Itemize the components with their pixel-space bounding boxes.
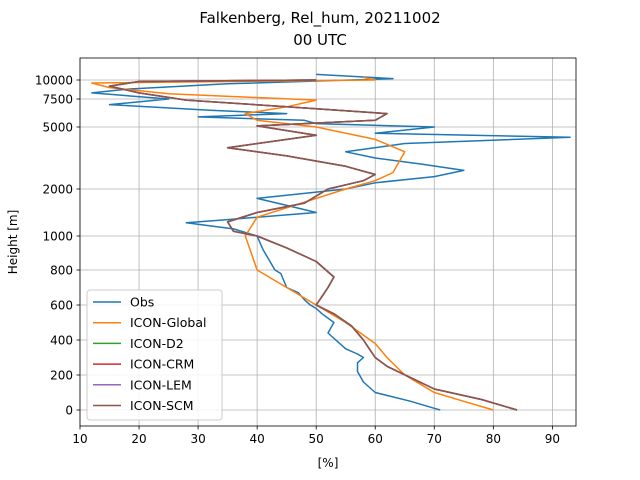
legend-label: ICON-Global — [130, 315, 206, 330]
x-tick-label: 70 — [427, 432, 442, 446]
series-lines — [91, 73, 571, 411]
y-tick-label: 10000 — [35, 73, 73, 87]
y-tick-label: 200 — [50, 368, 73, 382]
y-tick-label: 0 — [65, 403, 73, 417]
x-tick-label: 10 — [72, 432, 87, 446]
legend-label: ICON-CRM — [130, 357, 194, 372]
y-tick-label: 7500 — [42, 92, 73, 106]
chart-subtitle: 00 UTC — [293, 31, 347, 49]
x-tick-label: 30 — [190, 432, 205, 446]
x-axis-label: [%] — [318, 456, 339, 470]
series-line-obs — [91, 73, 571, 411]
plot-frame — [79, 57, 577, 427]
y-tick-label: 400 — [50, 333, 73, 347]
y-tick-label: 600 — [50, 298, 73, 312]
x-tick-label: 90 — [545, 432, 560, 446]
legend-label: ICON-SCM — [130, 398, 194, 413]
y-axis: 0 200 400 600 800 1000 2000 5000 7500 10000 — [35, 73, 80, 417]
legend-label: ICON-LEM — [130, 377, 192, 392]
legend-label: Obs — [130, 295, 154, 310]
series-line-icon-scm — [108, 79, 518, 411]
y-tick-label: 2000 — [42, 182, 73, 196]
y-axis-label: Height [m] — [6, 210, 20, 275]
legend-label: ICON-D2 — [130, 336, 184, 351]
x-tick-label: 50 — [309, 432, 324, 446]
y-tick-label: 5000 — [42, 120, 73, 134]
x-tick-label: 20 — [131, 432, 146, 446]
x-axis: 10 20 30 40 50 60 70 80 90 — [72, 426, 560, 446]
series-line-icon-global — [91, 76, 494, 411]
y-tick-label: 1000 — [42, 229, 73, 243]
legend: Obs ICON-Global ICON-D2 ICON-CRM ICON-LEM ICO… — [86, 289, 223, 421]
x-tick-label: 40 — [250, 432, 265, 446]
y-tick-label: 800 — [50, 263, 73, 277]
x-tick-label: 60 — [368, 432, 383, 446]
x-tick-label: 80 — [486, 432, 501, 446]
chart-title: Falkenberg, Rel_hum, 20211002 — [199, 9, 440, 28]
